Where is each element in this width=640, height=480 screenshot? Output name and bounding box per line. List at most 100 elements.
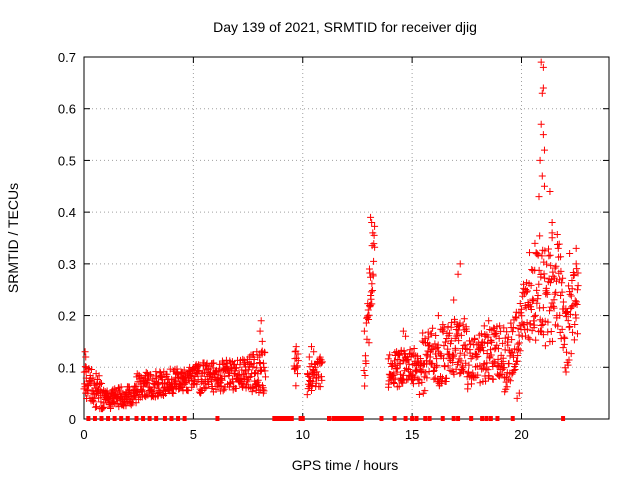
data-point xyxy=(456,370,464,378)
zero-marker xyxy=(456,416,461,421)
data-point xyxy=(90,398,98,406)
data-point xyxy=(414,375,422,383)
data-point xyxy=(480,322,488,330)
data-point xyxy=(493,341,501,349)
zero-marker xyxy=(281,416,286,421)
data-point xyxy=(564,317,572,325)
data-point xyxy=(452,346,460,354)
zero-marker xyxy=(414,416,419,421)
data-point xyxy=(81,348,89,356)
data-point xyxy=(82,353,90,361)
data-point xyxy=(392,365,400,373)
data-point xyxy=(189,381,197,389)
data-point xyxy=(526,335,534,343)
data-point xyxy=(573,330,581,338)
data-point xyxy=(255,381,263,389)
data-point xyxy=(253,364,261,372)
data-point xyxy=(547,328,555,336)
data-point xyxy=(544,245,552,253)
zero-marker xyxy=(276,416,281,421)
data-point xyxy=(257,317,265,325)
zero-marker xyxy=(274,416,279,421)
data-point xyxy=(573,300,581,308)
data-point xyxy=(410,344,418,352)
data-point xyxy=(541,342,549,350)
data-point xyxy=(311,363,319,371)
data-point xyxy=(384,355,392,363)
data-point xyxy=(572,260,580,268)
data-point xyxy=(484,366,492,374)
data-point xyxy=(560,333,568,341)
data-point xyxy=(239,380,247,388)
data-point xyxy=(291,348,299,356)
zero-marker xyxy=(353,416,358,421)
data-point xyxy=(365,265,373,273)
data-point xyxy=(520,320,528,328)
data-point xyxy=(122,402,130,410)
data-point xyxy=(507,348,515,356)
data-point xyxy=(415,391,423,398)
data-point xyxy=(565,282,573,290)
data-point xyxy=(310,348,318,356)
data-point xyxy=(423,374,431,382)
data-point xyxy=(478,343,486,351)
data-point xyxy=(257,367,265,375)
data-point xyxy=(562,368,570,376)
data-point xyxy=(82,363,90,371)
data-point xyxy=(553,230,561,238)
data-point xyxy=(421,387,429,395)
zero-marker xyxy=(351,416,356,421)
data-point xyxy=(537,321,545,329)
data-point xyxy=(568,285,576,293)
data-point xyxy=(478,365,486,373)
data-point xyxy=(368,300,376,308)
data-point xyxy=(534,251,542,259)
data-point xyxy=(456,319,464,327)
data-point xyxy=(527,305,535,313)
data-point xyxy=(569,328,577,336)
y-tick-label: 0.2 xyxy=(58,309,76,324)
data-point xyxy=(563,348,571,356)
zero-marker xyxy=(427,416,432,421)
data-point xyxy=(515,345,523,353)
data-point xyxy=(514,340,522,348)
zero-marker xyxy=(106,416,111,421)
data-point xyxy=(314,371,322,379)
zero-marker xyxy=(342,416,347,421)
data-point xyxy=(203,361,211,369)
zero-marker xyxy=(495,416,500,421)
zero-marker xyxy=(423,416,428,421)
data-point xyxy=(387,359,395,367)
data-point xyxy=(370,240,378,248)
zero-marker xyxy=(484,416,489,421)
zero-marker xyxy=(162,416,167,421)
data-point xyxy=(450,296,458,304)
zero-marker xyxy=(119,416,124,421)
data-point xyxy=(477,330,485,338)
data-point xyxy=(308,343,315,351)
data-point xyxy=(544,318,552,326)
zero-marker xyxy=(561,416,566,421)
data-point xyxy=(444,345,452,353)
x-tick-label: 10 xyxy=(296,427,310,442)
data-point xyxy=(84,389,92,397)
data-point xyxy=(495,334,503,342)
data-point xyxy=(408,349,416,357)
data-point xyxy=(307,387,315,395)
data-point xyxy=(482,364,490,372)
data-point xyxy=(540,182,548,190)
data-point xyxy=(441,363,449,371)
data-point xyxy=(256,359,264,367)
data-point xyxy=(522,288,530,296)
data-point xyxy=(482,377,490,385)
data-point xyxy=(511,365,519,373)
data-point xyxy=(434,312,442,320)
data-point xyxy=(109,386,117,394)
data-point xyxy=(446,329,454,337)
zero-marker xyxy=(99,416,104,421)
data-point xyxy=(486,346,494,354)
data-point xyxy=(262,373,270,381)
data-point xyxy=(552,288,560,296)
data-point xyxy=(480,338,488,346)
